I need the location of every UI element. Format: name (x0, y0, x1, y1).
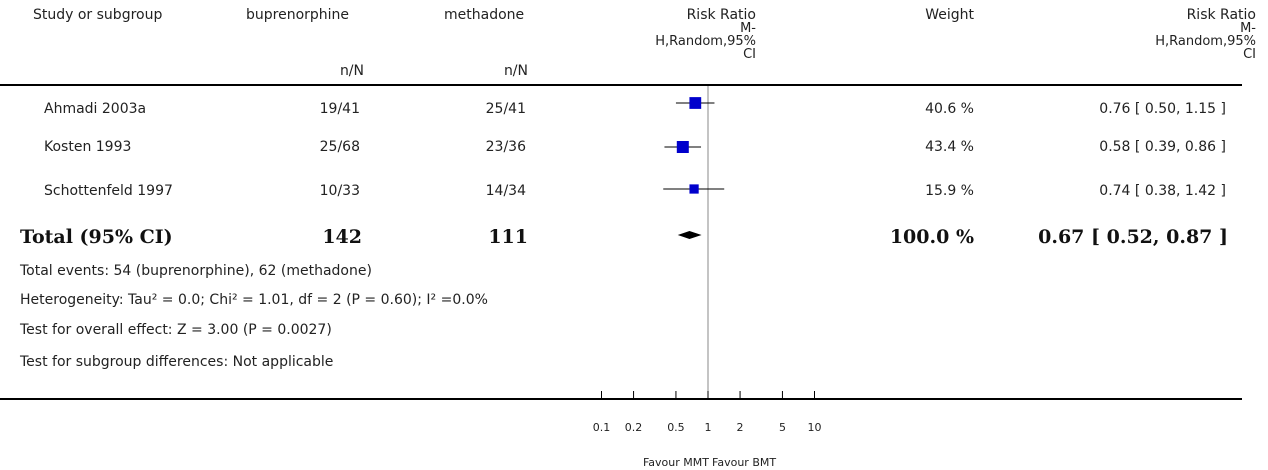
header-weight: Weight (925, 7, 974, 23)
ctrl-count: 23/36 (485, 139, 526, 155)
bottom-rule (0, 398, 1242, 400)
favour-right-label: Favour BMT (712, 456, 776, 469)
exp-count: 19/41 (319, 101, 360, 117)
header-study: Study or subgroup (33, 7, 163, 23)
axis-tick-label: 1 (705, 421, 712, 434)
rr2-title: Risk Ratio (1186, 7, 1256, 23)
ci-text: 0.74 [ 0.38, 1.42 ] (1099, 183, 1226, 199)
total-diamond (677, 231, 702, 239)
weight-value: 40.6 % (925, 101, 974, 117)
footnote-heterogeneity: Heterogeneity: Tau² = 0.0; Chi² = 1.01, … (20, 292, 488, 308)
effect-marker (689, 184, 699, 194)
axis-tick-label: 5 (779, 421, 786, 434)
header-ctrl-nN: n/N (503, 63, 528, 79)
total-ci-text: 0.67 [ 0.52, 0.87 ] (1038, 226, 1228, 248)
study-name: Kosten 1993 (44, 139, 132, 155)
footnote-overall-effect: Test for overall effect: Z = 3.00 (P = 0… (20, 322, 332, 338)
header-buprenorphine: buprenorphine (246, 7, 350, 23)
header-risk-ratio-text: Risk Ratio M- H,Random,95% CI (1130, 8, 1256, 61)
header-exp-nN: n/N (339, 63, 364, 79)
total-weight: 100.0 % (889, 226, 974, 248)
weight-value: 43.4 % (925, 139, 974, 155)
ctrl-count: 25/41 (485, 101, 526, 117)
rr2-line-4: CI (1243, 47, 1256, 62)
exp-count: 10/33 (319, 183, 360, 199)
effect-marker (676, 141, 689, 153)
header-risk-ratio-graph: Risk Ratio M- H,Random,95% CI (640, 8, 756, 61)
footnote-subgroup: Test for subgroup differences: Not appli… (20, 354, 334, 370)
exp-count: 25/68 (319, 139, 360, 155)
ci-text: 0.76 [ 0.50, 1.15 ] (1099, 101, 1226, 117)
footnote-total-events: Total events: 54 (buprenorphine), 62 (me… (20, 263, 372, 279)
ctrl-count: 14/34 (485, 183, 526, 199)
total-label: Total (95% CI) (20, 226, 173, 248)
weight-value: 15.9 % (925, 183, 974, 199)
axis-tick-label: 2 (737, 421, 744, 434)
study-name: Schottenfeld 1997 (44, 183, 173, 199)
rr2-line-3: H,Random,95% (1155, 34, 1256, 49)
study-name: Ahmadi 2003a (44, 101, 147, 117)
axis-tick-label: 0.5 (667, 421, 685, 434)
rr-title: Risk Ratio (686, 7, 756, 23)
total-exp: 142 (322, 226, 362, 248)
rr2-line-2: M- (1240, 21, 1256, 36)
rr-line-2: M- (740, 21, 756, 36)
header-rule (0, 84, 1242, 86)
header-methadone: methadone (444, 7, 525, 23)
axis-tick-label: 0.2 (625, 421, 643, 434)
total-ctrl: 111 (488, 226, 528, 248)
axis-tick-label: 0.1 (593, 421, 611, 434)
rr-line-4: CI (743, 47, 756, 62)
ci-text: 0.58 [ 0.39, 0.86 ] (1099, 139, 1226, 155)
rr-line-3: H,Random,95% (655, 34, 756, 49)
axis-tick-label: 10 (808, 421, 822, 434)
effect-marker (689, 97, 702, 109)
favour-left-label: Favour MMT (643, 456, 709, 469)
